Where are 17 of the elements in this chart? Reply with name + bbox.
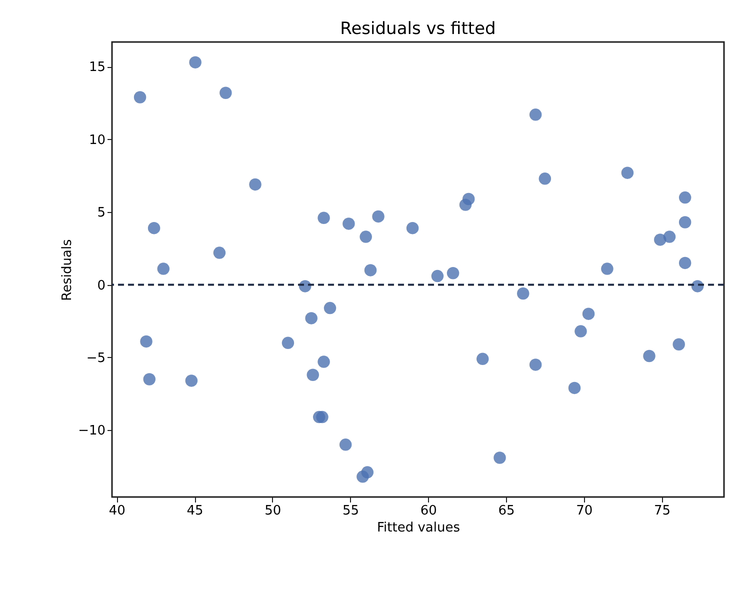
y-tick-label: 5: [97, 206, 106, 221]
x-tick-label: 50: [264, 504, 282, 518]
x-tick-label: 45: [186, 504, 204, 518]
chart-title: Residuals vs fitted: [340, 19, 496, 39]
y-tick-label: 10: [88, 132, 106, 148]
y-tick-label: −10: [78, 424, 106, 439]
x-tick-label: 40: [108, 504, 126, 518]
y-axis-title: Residuals: [60, 238, 76, 301]
x-tick-label: 75: [654, 504, 670, 518]
x-tick-label: 65: [498, 504, 515, 518]
y-tick-label: 0: [97, 278, 106, 294]
y-tick-label: 15: [88, 60, 106, 76]
x-tick-label: 60: [420, 504, 437, 518]
x-tick-label: 70: [576, 504, 593, 518]
x-axis-title: Fitted values: [376, 520, 460, 536]
y-tick-label: −5: [86, 350, 106, 366]
x-tick-label: 55: [342, 504, 360, 518]
